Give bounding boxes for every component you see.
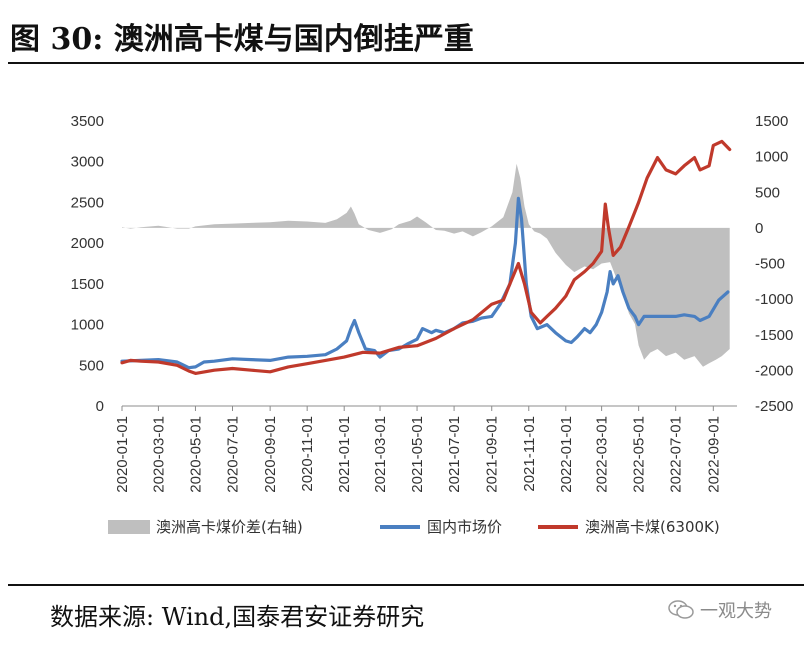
y-left-tick-label: 2000 xyxy=(71,235,104,252)
price-spread-area xyxy=(122,163,730,367)
x-tick-label: 2020-09-01 xyxy=(262,416,279,493)
y-right-tick-label: 1500 xyxy=(755,113,788,130)
x-tick-label: 2020-07-01 xyxy=(225,416,242,493)
y-right-tick-label: 500 xyxy=(755,184,780,201)
australia-coal-line xyxy=(120,139,732,375)
watermark: 一观大势 xyxy=(668,597,772,623)
domestic-price-line xyxy=(120,196,730,370)
wechat-icon xyxy=(668,600,694,619)
x-tick-label: 2021-03-01 xyxy=(372,416,389,493)
y-right-tick-label: -2500 xyxy=(755,398,793,415)
legend-label-domestic: 国内市场价 xyxy=(427,518,502,536)
y-left-tick-label: 3500 xyxy=(71,113,104,130)
y-right-tick-label: -1000 xyxy=(755,291,793,308)
legend-swatch-spread xyxy=(108,520,150,534)
title-rule xyxy=(8,62,804,64)
chart: 0 500 1000 1500 2000 2500 3000 3500 -2500 -2000 -1… xyxy=(71,113,794,536)
x-tick-label: 2021-01-01 xyxy=(336,416,353,493)
x-tick-label: 2020-01-01 xyxy=(114,416,131,493)
x-tick-label: 2022-07-01 xyxy=(668,416,685,493)
legend-label-australia: 澳洲高卡煤(6300K) xyxy=(585,518,720,536)
y-right-tick-label: 1000 xyxy=(755,149,788,166)
source-note: 数据来源: Wind,国泰君安证券研究 xyxy=(50,603,425,631)
legend-label-spread: 澳洲高卡煤价差(右轴) xyxy=(156,518,303,536)
x-tick-label: 2022-01-01 xyxy=(558,416,575,493)
x-tick-label: 2022-03-01 xyxy=(594,416,611,493)
y-right-tick-label: -2000 xyxy=(755,362,793,379)
y-right-tick-label: 0 xyxy=(755,220,763,237)
x-tick-label: 2022-05-01 xyxy=(631,416,648,493)
x-tick-label: 2021-11-01 xyxy=(521,416,538,492)
y-left-tick-label: 0 xyxy=(96,398,104,415)
x-tick-label: 2021-09-01 xyxy=(484,416,501,493)
x-tick-label: 2021-05-01 xyxy=(409,416,426,493)
watermark-text: 一观大势 xyxy=(700,601,772,622)
x-tick-label: 2022-09-01 xyxy=(705,416,722,493)
y-left-tick-label: 500 xyxy=(79,357,104,374)
x-tick-label: 2020-11-01 xyxy=(299,416,316,492)
x-tick-label: 2021-07-01 xyxy=(446,416,463,493)
y-left-tick-label: 1500 xyxy=(71,276,104,293)
figure-title: 图 30: 澳洲高卡煤与国内倒挂严重 xyxy=(10,22,474,57)
x-tick-label: 2020-03-01 xyxy=(150,416,167,493)
y-left-tick-label: 1000 xyxy=(71,317,104,334)
y-right-tick-label: -500 xyxy=(755,256,785,273)
y-left-tick-label: 2500 xyxy=(71,194,104,211)
y-left-tick-label: 3000 xyxy=(71,154,104,171)
x-tick-label: 2020-05-01 xyxy=(188,416,205,493)
source-rule xyxy=(8,584,804,586)
y-right-tick-label: -1500 xyxy=(755,327,793,344)
